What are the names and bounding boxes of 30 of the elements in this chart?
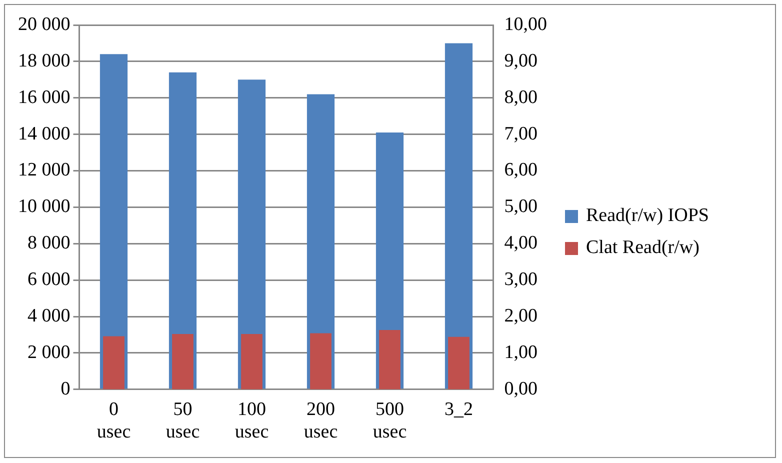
y2-tick-label: 0,00 <box>504 378 538 400</box>
y-tick-label: 0 <box>60 378 70 400</box>
x-tick-label: 500 usec <box>372 398 407 443</box>
y2-tick-label: 3,00 <box>504 269 538 290</box>
y-tick-label: 10 000 <box>18 196 70 218</box>
y-tick-label: 20 000 <box>18 14 70 35</box>
y-tick-label: 16 000 <box>18 86 70 108</box>
x-tick-label: 3_2 <box>444 398 473 420</box>
y2-tick-label: 10,00 <box>504 14 547 35</box>
y2-tick-label: 4,00 <box>504 232 538 254</box>
x-tick-label: 200 usec <box>304 398 338 443</box>
y2-tick-label: 5,00 <box>504 196 538 218</box>
y-tick-label: 8 000 <box>28 232 70 254</box>
y-tick-label: 12 000 <box>18 160 70 181</box>
y2-tick-label: 9,00 <box>504 50 538 72</box>
y2-tick-label: 7,00 <box>504 123 538 144</box>
legend-label: Clat Read(r/w) <box>586 237 700 259</box>
legend-label: Read(r/w) IOPS <box>586 205 709 227</box>
x-tick-label: 50 usec <box>166 398 200 443</box>
y-tick-label: 14 000 <box>18 123 70 144</box>
x-tick-label: 100 usec <box>234 398 269 443</box>
y-tick-label: 18 000 <box>18 50 70 72</box>
y2-tick-label: 2,00 <box>504 306 538 327</box>
y-tick-label: 2 000 <box>28 342 70 363</box>
y2-tick-label: 1,00 <box>504 342 538 363</box>
y-tick-label: 4 000 <box>28 306 70 327</box>
y2-tick-label: 6,00 <box>504 160 538 181</box>
x-tick-label: 0 usec <box>96 398 131 443</box>
y2-tick-label: 8,00 <box>504 86 538 108</box>
y-tick-label: 6 000 <box>28 269 70 290</box>
